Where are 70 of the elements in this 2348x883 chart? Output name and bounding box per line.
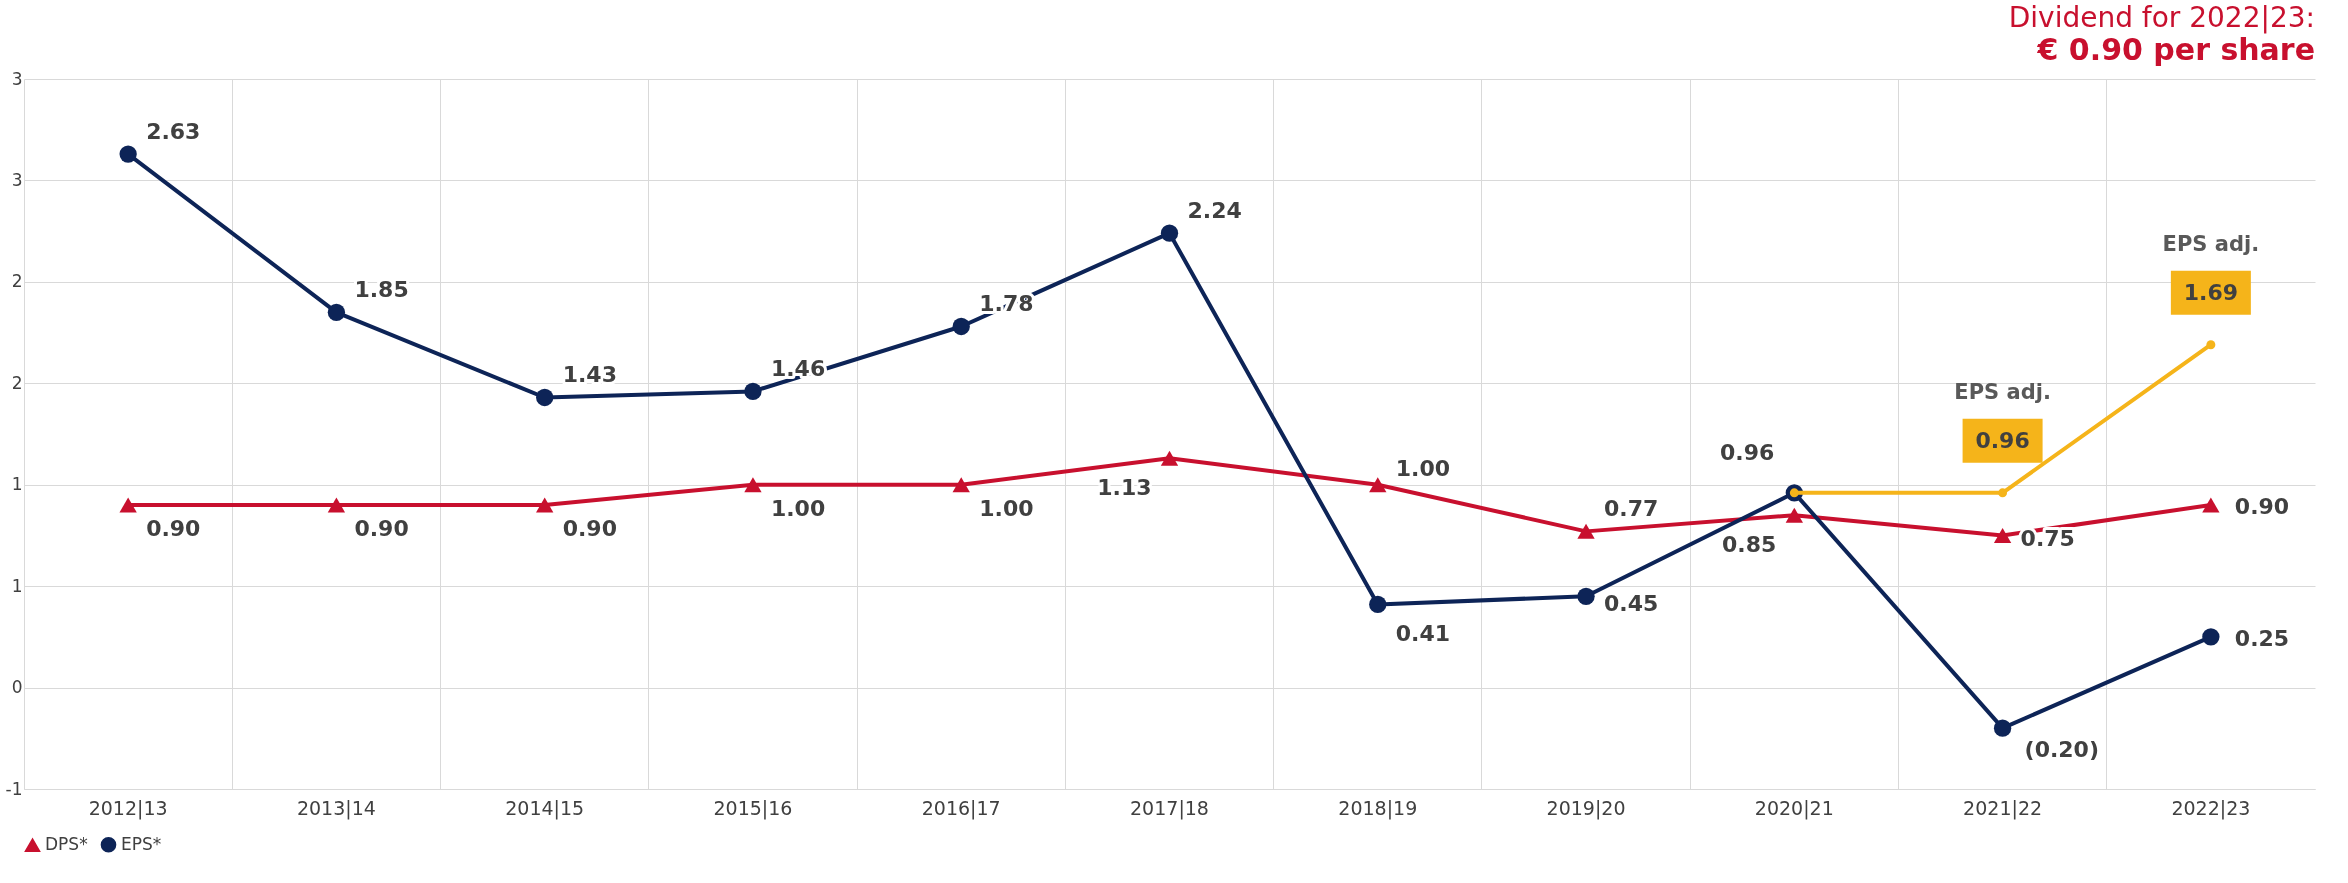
data-label: 0.75 bbox=[2020, 526, 2075, 552]
point bbox=[1993, 527, 2012, 543]
data-label: 1.13 bbox=[1097, 475, 1152, 501]
chart-title: Dividend for 2022|23: bbox=[2008, 1, 2315, 34]
data-label: 1.85 bbox=[354, 277, 409, 303]
legend-label: EPS* bbox=[121, 833, 162, 854]
data-label: 1.46 bbox=[770, 356, 826, 382]
x-tick-label: 2022|23 bbox=[2171, 796, 2251, 820]
point bbox=[1160, 450, 1179, 466]
point bbox=[744, 477, 762, 493]
point bbox=[1785, 507, 1803, 523]
y-tick-label: 1 bbox=[11, 575, 23, 596]
point bbox=[327, 497, 346, 513]
point bbox=[952, 477, 970, 493]
x-tick-label: 2013|14 bbox=[296, 796, 376, 820]
data-label: 0.90 bbox=[2234, 494, 2290, 519]
x-tick-label: 2021|22 bbox=[1963, 796, 2043, 820]
data-label: 0.77 bbox=[1604, 496, 1659, 522]
x-tick-label: 2012|13 bbox=[88, 796, 168, 820]
y-tick-label: 2 bbox=[11, 271, 23, 292]
point bbox=[1160, 224, 1179, 242]
y-tick-label: 0 bbox=[11, 677, 23, 698]
data-label: 0.25 bbox=[2234, 625, 2290, 651]
data-label: 0.90 bbox=[562, 516, 617, 541]
y-tick-label: 2 bbox=[11, 372, 23, 393]
data-label: 0.90 bbox=[146, 516, 201, 541]
data-label: 2.24 bbox=[1187, 198, 1242, 224]
x-tick-label: 2016|17 bbox=[921, 796, 1001, 820]
point bbox=[744, 382, 762, 401]
point bbox=[1577, 587, 1595, 605]
y-tick-label: 1 bbox=[11, 474, 23, 495]
point bbox=[1369, 595, 1387, 614]
x-tick-label: 2019|20 bbox=[1546, 796, 1626, 820]
data-label: 1.43 bbox=[562, 362, 617, 388]
data-label: 0.41 bbox=[1395, 621, 1451, 647]
x-tick-label: 2015|16 bbox=[713, 796, 793, 820]
annotation: EPS adj. bbox=[2162, 231, 2260, 256]
legend-label: DPS* bbox=[45, 834, 88, 855]
data-label: 0.85 bbox=[1722, 532, 1777, 558]
x-tick-label: 2020|21 bbox=[1754, 796, 1834, 820]
data-label: 0.90 bbox=[354, 516, 409, 541]
data-label: 0.45 bbox=[1604, 591, 1659, 617]
point bbox=[1993, 719, 2012, 737]
y-tick-label: -1 bbox=[5, 778, 23, 799]
point bbox=[2206, 340, 2216, 350]
data-label: 1.00 bbox=[1395, 455, 1451, 481]
point bbox=[2202, 628, 2220, 646]
x-tick-label: 2018|19 bbox=[1338, 796, 1418, 820]
point bbox=[1369, 477, 1387, 493]
point bbox=[1998, 488, 2008, 498]
y-tick-label: 3 bbox=[11, 169, 23, 190]
data-label: 0.96 bbox=[1975, 427, 2030, 453]
point bbox=[952, 317, 970, 336]
point bbox=[2202, 497, 2220, 513]
y-tick-label: 3 bbox=[11, 68, 23, 89]
data-label: (0.20) bbox=[2024, 737, 2099, 763]
point bbox=[327, 303, 346, 321]
point bbox=[1577, 523, 1595, 539]
data-label: 2.63 bbox=[146, 119, 201, 145]
data-label: 1.00 bbox=[979, 495, 1034, 521]
point bbox=[536, 388, 554, 407]
point bbox=[119, 497, 137, 513]
point bbox=[119, 145, 137, 163]
annotation: EPS adj. bbox=[1954, 379, 2051, 404]
data-label: 1.69 bbox=[2183, 279, 2238, 305]
data-label: 1.00 bbox=[770, 495, 826, 521]
point bbox=[536, 497, 554, 513]
data-label: 0.96 bbox=[1720, 439, 1775, 465]
x-tick-label: 2014|15 bbox=[505, 796, 585, 820]
x-tick-label: 2017|18 bbox=[1130, 796, 1209, 820]
